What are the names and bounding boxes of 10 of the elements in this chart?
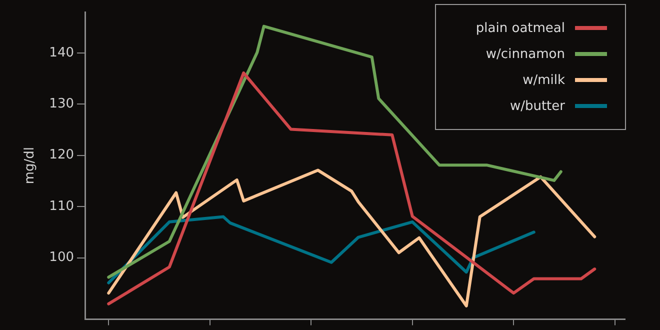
legend-label: w/cinnamon: [486, 46, 565, 62]
y-axis-title: mg/dl: [22, 147, 38, 184]
legend-label: plain oatmeal: [476, 20, 565, 36]
y-tick-label: 100: [49, 250, 74, 266]
y-tick-label: 110: [49, 198, 74, 214]
y-tick-label: 130: [49, 96, 74, 112]
legend-label: w/butter: [510, 98, 565, 114]
y-tick-label: 120: [49, 148, 74, 163]
legend-label: w/milk: [522, 72, 565, 88]
y-tick-label: 140: [49, 45, 74, 60]
